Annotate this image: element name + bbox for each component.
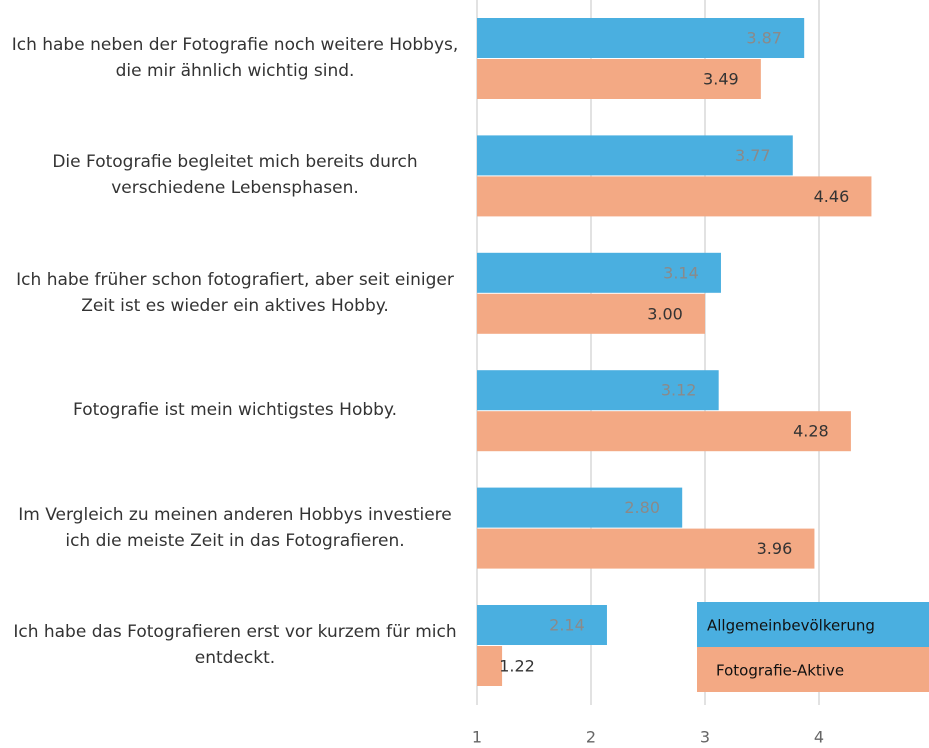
bar — [477, 176, 872, 217]
x-tick-label: 2 — [586, 728, 596, 747]
legend-swatch — [697, 602, 929, 647]
x-tick-label: 5 — [928, 728, 929, 747]
legend-label: Allgemeinbevölkerung — [707, 617, 875, 635]
bar — [477, 135, 793, 176]
category-label: Ich habe das Fotografieren erst vor kurz… — [13, 622, 457, 668]
x-tick-label: 3 — [700, 728, 710, 747]
value-label: 3.96 — [757, 539, 793, 558]
value-label: 2.14 — [549, 616, 585, 635]
bar — [477, 411, 851, 452]
category-label: Die Fotografie begleitet mich bereits du… — [52, 152, 418, 199]
x-tick-label: 1 — [472, 728, 482, 747]
category-label: Ich habe früher schon fotografiert, aber… — [16, 269, 454, 316]
value-label: 2.80 — [624, 498, 660, 517]
bar — [477, 59, 761, 99]
x-tick-label: 4 — [814, 728, 824, 747]
bar — [477, 528, 815, 569]
category-label: Ich habe neben der Fotografie noch weite… — [11, 35, 459, 81]
legend-swatch — [697, 647, 929, 692]
value-label: 3.49 — [703, 70, 739, 89]
value-label: 3.12 — [661, 381, 697, 400]
bar — [477, 370, 719, 411]
bar — [477, 252, 721, 293]
value-label: 4.28 — [793, 422, 829, 441]
value-label: 3.14 — [663, 263, 699, 282]
bar — [477, 605, 607, 645]
bar — [477, 646, 503, 686]
value-label: 1.22 — [499, 657, 535, 676]
bar — [477, 293, 705, 334]
value-label: 3.87 — [746, 29, 782, 48]
category-label: Fotografie ist mein wichtigstes Hobby. — [73, 400, 397, 421]
value-label: 4.46 — [814, 187, 850, 206]
value-label: 3.00 — [647, 304, 683, 323]
bar — [477, 487, 683, 528]
value-label: 3.77 — [735, 146, 771, 165]
category-label: Im Vergleich zu meinen anderen Hobbys in… — [18, 504, 452, 551]
bar — [477, 18, 805, 58]
legend-label: Fotografie-Aktive — [716, 662, 844, 680]
